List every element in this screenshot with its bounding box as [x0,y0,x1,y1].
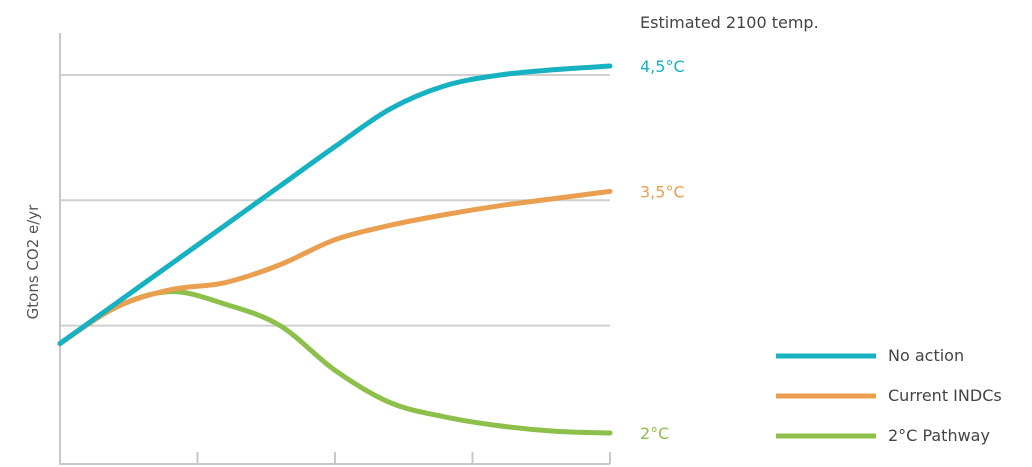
legend-label-current-indcs: Current INDCs [888,386,1002,405]
end-label-no-action: 4,5°C [640,57,685,76]
legend: No action Current INDCs 2°C Pathway [776,346,1002,445]
series-line-two-degree-pathway [57,289,613,436]
series-lines [57,63,613,436]
axes [59,33,610,465]
legend-label-two-degree-pathway: 2°C Pathway [888,426,990,445]
end-labels-heading: Estimated 2100 temp. [640,13,819,32]
y-axis-label: Gtons CO2 e/yr [24,204,42,320]
end-label-current-indcs: 3,5°C [640,182,685,201]
x-ticks [196,452,611,464]
end-labels: 4,5°C 3,5°C 2°C [640,57,685,443]
end-label-two-degree-pathway: 2°C [640,424,669,443]
series-line-no-action [57,63,613,346]
series-line-current-indcs [57,188,613,346]
legend-label-no-action: No action [888,346,964,365]
